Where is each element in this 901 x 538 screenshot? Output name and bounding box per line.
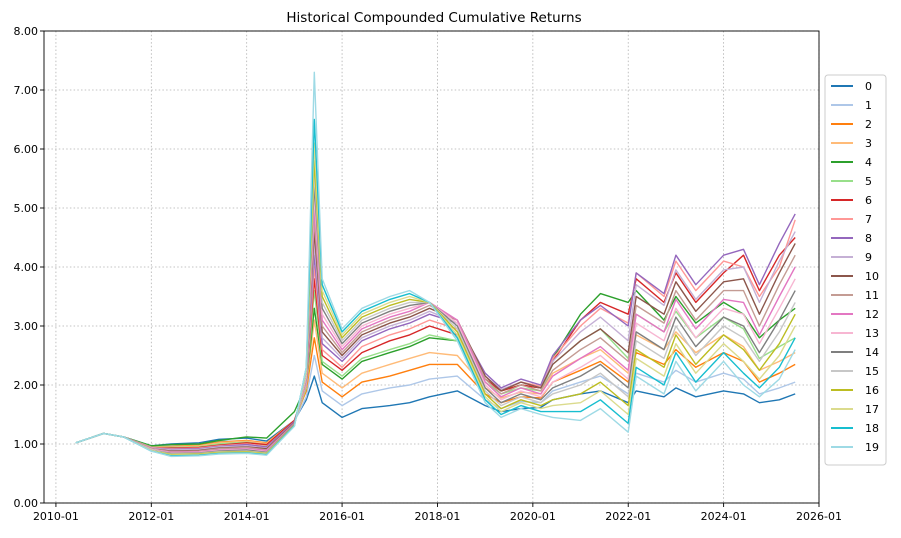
legend-label: 17 bbox=[865, 403, 879, 416]
legend-label: 16 bbox=[865, 384, 879, 397]
x-tick-label: 2018-01 bbox=[414, 510, 460, 523]
x-tick-label: 2022-01 bbox=[605, 510, 651, 523]
series-line-19 bbox=[75, 71, 796, 458]
y-tick-label: 1.00 bbox=[14, 438, 39, 451]
y-tick-label: 7.00 bbox=[14, 84, 39, 97]
legend-label: 3 bbox=[865, 137, 872, 150]
legend-label: 13 bbox=[865, 327, 879, 340]
y-tick-label: 0.00 bbox=[14, 497, 39, 510]
series-line-3 bbox=[75, 319, 796, 448]
legend-label: 1 bbox=[865, 99, 872, 112]
series-line-12 bbox=[75, 207, 796, 453]
legend-label: 9 bbox=[865, 251, 872, 264]
y-tick-label: 6.00 bbox=[14, 143, 39, 156]
y-axis: 0.00 1.00 2.00 3.00 4.00 5.00 6.00 7.00 8.00 bbox=[14, 25, 44, 510]
x-tick-label: 2024-01 bbox=[701, 510, 747, 523]
legend-label: 4 bbox=[865, 156, 872, 169]
series-line-4 bbox=[75, 289, 796, 447]
x-tick-label: 2014-01 bbox=[224, 510, 270, 523]
x-axis: 2010-01 2012-01 2014-01 2016-01 2018-01 2020-… bbox=[33, 503, 842, 523]
y-tick-label: 2.00 bbox=[14, 379, 39, 392]
x-tick-label: 2010-01 bbox=[33, 510, 79, 523]
legend-label: 7 bbox=[865, 213, 872, 226]
x-tick-label: 2026-01 bbox=[796, 510, 842, 523]
legend-label: 0 bbox=[865, 80, 872, 93]
series-line-8 bbox=[75, 213, 796, 450]
legend-box bbox=[824, 74, 887, 466]
legend-label: 18 bbox=[865, 422, 879, 435]
x-tick-label: 2016-01 bbox=[319, 510, 365, 523]
y-tick-label: 3.00 bbox=[14, 320, 39, 333]
legend-label: 10 bbox=[865, 270, 879, 283]
legend-label: 12 bbox=[865, 308, 879, 321]
legend-label: 2 bbox=[865, 118, 872, 131]
chart-title: Historical Compounded Cumulative Returns bbox=[286, 10, 581, 26]
legend-label: 14 bbox=[865, 346, 879, 359]
y-tick-label: 8.00 bbox=[14, 25, 39, 38]
y-tick-label: 5.00 bbox=[14, 202, 39, 215]
series-line-14 bbox=[75, 183, 796, 455]
series-lines bbox=[75, 71, 796, 458]
legend-label: 8 bbox=[865, 232, 872, 245]
grid bbox=[44, 30, 820, 504]
legend-label: 6 bbox=[865, 194, 872, 207]
series-line-5 bbox=[75, 289, 796, 449]
legend-label: 11 bbox=[865, 289, 879, 302]
legend-label: 19 bbox=[865, 441, 879, 454]
x-tick-label: 2012-01 bbox=[128, 510, 174, 523]
series-line-13 bbox=[75, 195, 796, 454]
series-line-9 bbox=[75, 231, 796, 451]
x-tick-label: 2020-01 bbox=[510, 510, 556, 523]
legend-label: 5 bbox=[865, 175, 872, 188]
legend-label: 15 bbox=[865, 365, 879, 378]
series-line-0 bbox=[75, 375, 796, 447]
series-line-10 bbox=[75, 230, 796, 452]
y-tick-label: 4.00 bbox=[14, 261, 39, 274]
